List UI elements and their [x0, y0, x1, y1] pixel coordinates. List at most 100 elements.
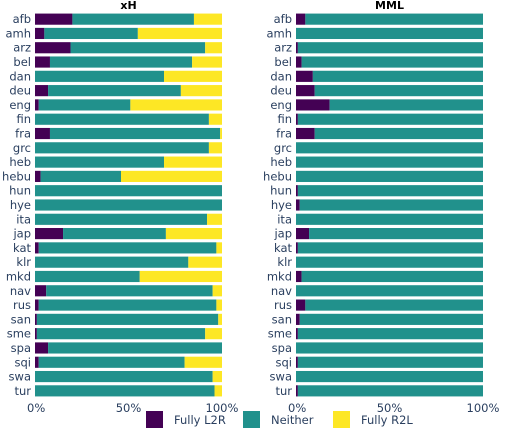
- y-tick-label: tur: [275, 384, 292, 398]
- y-tick-label: jap: [12, 227, 31, 241]
- y-tick-label: hun: [9, 184, 31, 198]
- y-tick-label: arz: [274, 41, 292, 55]
- y-tick-label: heb: [270, 155, 292, 169]
- bar-neither: [35, 70, 165, 82]
- y-tick-label: fra: [15, 127, 31, 141]
- bar-neither: [36, 328, 206, 340]
- bar-neither: [305, 299, 483, 311]
- bar-fully-l2r: [296, 385, 298, 397]
- y-tick-label: mkd: [267, 269, 292, 283]
- bar-neither: [49, 127, 221, 140]
- bar-fully-l2r: [35, 127, 50, 140]
- bar-neither: [38, 356, 185, 368]
- y-tick-label: heb: [9, 155, 31, 169]
- bar-neither: [35, 270, 140, 283]
- y-tick-label: kat: [13, 241, 32, 255]
- bar-neither: [38, 242, 217, 254]
- y-tick-label: afb: [13, 12, 31, 26]
- bar-neither: [296, 156, 483, 168]
- bar-fully-l2r: [35, 356, 39, 368]
- bar-fully-l2r: [296, 99, 330, 111]
- y-tick-label: eng: [9, 98, 31, 112]
- bar-fully-r2l: [207, 213, 222, 225]
- panel-mml: MML afbamharzbeldandeuengfinfragrchebhebu…: [263, 0, 499, 415]
- y-tick-label: spa: [11, 341, 31, 355]
- bar-fully-r2l: [205, 42, 222, 54]
- y-tick-label: klr: [16, 255, 31, 269]
- bar-neither: [297, 42, 483, 54]
- y-tick-label: ita: [16, 212, 31, 226]
- bar-fully-l2r: [296, 313, 300, 325]
- bar-neither: [297, 385, 483, 397]
- bar-neither: [296, 370, 483, 383]
- legend-swatch: [243, 411, 260, 428]
- bar-neither: [296, 285, 483, 297]
- bar-neither: [35, 113, 209, 125]
- y-tick-label: bel: [13, 55, 31, 69]
- y-tick-label: fin: [277, 112, 292, 126]
- bar-fully-l2r: [296, 228, 310, 240]
- y-tick-label: spa: [272, 341, 292, 355]
- bar-neither: [46, 285, 213, 297]
- bar-neither: [301, 56, 483, 68]
- legend-label: Neither: [271, 413, 314, 427]
- bar-fully-l2r: [35, 313, 37, 325]
- bar-neither: [296, 213, 483, 225]
- bar-fully-r2l: [208, 142, 222, 154]
- y-tick-label: hebu: [263, 169, 292, 183]
- bar-neither: [297, 356, 483, 368]
- bar-fully-r2l: [216, 242, 222, 254]
- x-tick-label: 100%: [206, 401, 239, 415]
- y-tick-label: hun: [270, 184, 292, 198]
- bar-neither: [297, 242, 483, 254]
- y-tick-label: san: [11, 312, 31, 326]
- y-tick-label: rus: [274, 298, 292, 312]
- bar-neither: [63, 228, 166, 240]
- bar-neither: [40, 170, 122, 182]
- legend-swatch: [333, 411, 350, 428]
- bar-neither: [329, 99, 483, 111]
- bar-neither: [35, 370, 213, 383]
- bar-fully-l2r: [35, 242, 39, 254]
- bar-fully-l2r: [35, 170, 41, 182]
- bar-fully-l2r: [296, 56, 302, 68]
- bar-neither: [296, 142, 483, 154]
- bar-fully-r2l: [180, 85, 222, 97]
- y-tick-label: san: [272, 312, 292, 326]
- x-tick-label: 50%: [377, 401, 403, 415]
- panel-title: xH: [120, 0, 136, 12]
- x-tick-label: 50%: [116, 401, 142, 415]
- legend-swatch: [146, 411, 163, 428]
- bar-neither: [35, 199, 222, 211]
- bar-neither: [296, 342, 483, 354]
- panel-xh: xHafbamharzbeldandeuengfinfragrchebhebuh…: [2, 0, 238, 415]
- bar-fully-l2r: [296, 270, 302, 283]
- bar-neither: [70, 42, 206, 54]
- bar-fully-r2l: [220, 127, 222, 140]
- y-tick-label: deu: [9, 84, 31, 98]
- bar-neither: [36, 313, 219, 325]
- bar-fully-l2r: [296, 199, 300, 211]
- bar-fully-r2l: [165, 228, 222, 240]
- bar-neither: [297, 113, 483, 125]
- bar-fully-l2r: [35, 285, 47, 297]
- bar-fully-l2r: [296, 328, 298, 340]
- y-tick-label: jap: [273, 227, 292, 241]
- bar-neither: [44, 27, 138, 40]
- bar-fully-r2l: [214, 385, 222, 397]
- legend-label: Fully R2L: [361, 413, 413, 427]
- bar-fully-l2r: [296, 185, 298, 197]
- bar-neither: [35, 213, 208, 225]
- bar-neither: [312, 70, 483, 82]
- y-tick-label: amh: [266, 26, 292, 40]
- bar-fully-l2r: [296, 127, 315, 140]
- bar-fully-r2l: [139, 270, 222, 283]
- bar-neither: [314, 127, 483, 140]
- y-tick-label: swa: [270, 370, 292, 384]
- bar-fully-l2r: [296, 70, 313, 82]
- y-tick-label: fin: [16, 112, 31, 126]
- bar-neither: [38, 299, 217, 311]
- bar-fully-r2l: [218, 313, 222, 325]
- bar-fully-l2r: [35, 85, 49, 97]
